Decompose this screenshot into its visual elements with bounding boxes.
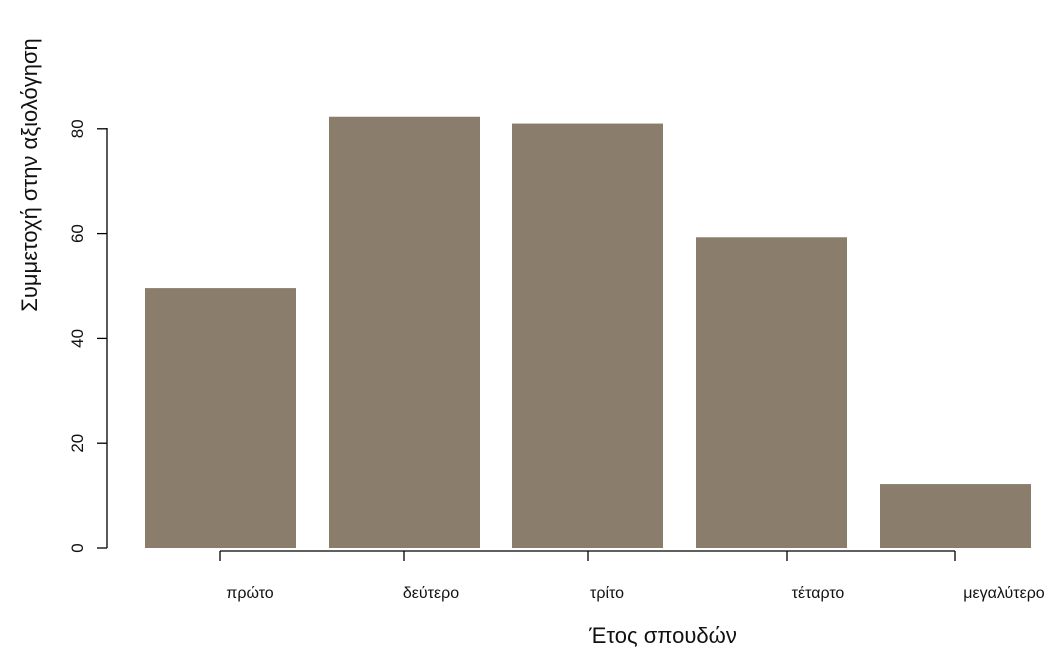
x-axis: πρώτο δεύτερο τρίτο τέταρτο μεγαλύτερο — [219, 550, 1045, 602]
bar-3 — [512, 123, 663, 548]
x-axis-title: Έτος σπουδών — [588, 623, 737, 648]
bar-2 — [329, 116, 480, 549]
bar-1 — [145, 288, 296, 548]
x-category-label: πρώτο — [226, 585, 274, 602]
y-tick-label: 80 — [68, 119, 87, 138]
x-category-label: τέταρτο — [792, 585, 845, 602]
y-tick-label: 20 — [68, 434, 87, 453]
y-axis: 0 20 40 60 80 — [68, 119, 108, 553]
x-category-label: μεγαλύτερο — [963, 585, 1045, 602]
y-axis-title: Συμμετοχή στην αξιολόγηση — [17, 38, 42, 312]
bar-5 — [880, 484, 1031, 548]
bar-4 — [696, 237, 847, 548]
y-tick-label: 40 — [68, 329, 87, 348]
x-category-label: τρίτο — [590, 585, 624, 602]
x-category-label: δεύτερο — [403, 585, 459, 602]
y-tick-label: 60 — [68, 224, 87, 243]
y-tick-label: 0 — [68, 543, 87, 552]
bars-group — [145, 116, 1031, 549]
